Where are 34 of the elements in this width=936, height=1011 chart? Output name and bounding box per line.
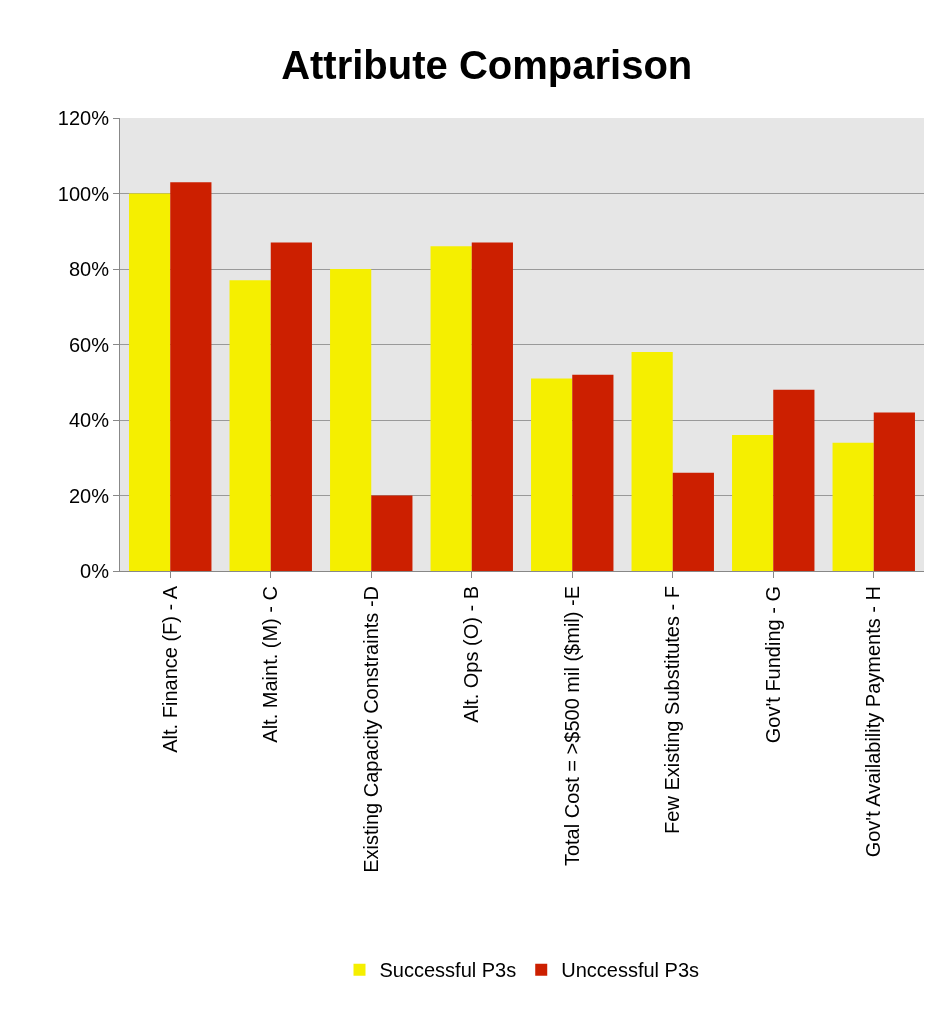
x-tick-label: Total Cost = >$500 mil ($mil) -E [560, 586, 583, 867]
x-tick-label: Alt. Ops (O) - B [460, 586, 483, 723]
bar [270, 242, 312, 571]
bar [732, 435, 774, 571]
bar [430, 246, 472, 571]
bar [229, 280, 271, 571]
y-tick-label: 120% [57, 107, 110, 129]
bar [631, 352, 673, 571]
y-tick-label: 40% [68, 409, 110, 431]
bar [129, 193, 171, 571]
y-tick-label: 0% [80, 560, 110, 582]
x-tick-label: Few Existing Substitutes - F [661, 586, 684, 834]
x-tick-label: Alt. Finance (F) - A [158, 585, 181, 753]
x-tick-label: Alt. Maint. (M) - C [259, 586, 282, 743]
bar [873, 412, 915, 571]
bar [672, 472, 714, 571]
bar [572, 374, 614, 571]
bar [371, 495, 413, 571]
bar [170, 182, 212, 571]
legend-label: Successful P3s [379, 959, 517, 982]
x-tick-label: Existing Capacity Constraints -D [359, 586, 382, 873]
y-tick-label: 60% [68, 333, 110, 356]
y-tick-label: 100% [57, 182, 110, 205]
chart-title: Attribute Comparison [281, 42, 693, 87]
y-tick-label: 80% [68, 258, 110, 280]
x-tick-label: Gov't Availability Payments - H [862, 586, 885, 858]
bar [471, 242, 513, 571]
bar [832, 442, 874, 571]
legend-label: Unccessful P3s [561, 959, 700, 982]
bar [531, 378, 573, 571]
x-tick-label: Gov't Funding - G [761, 586, 784, 744]
y-tick-label: 20% [68, 484, 110, 507]
bar [330, 269, 372, 571]
bar [773, 389, 815, 571]
